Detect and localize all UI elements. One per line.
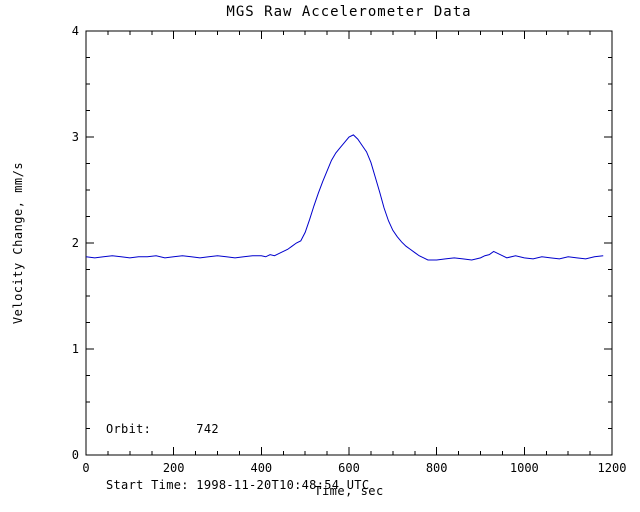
x-tick-label: 800 bbox=[426, 461, 448, 475]
y-tick-label: 4 bbox=[72, 24, 79, 38]
y-tick-label: 2 bbox=[72, 236, 79, 250]
x-tick-label: 1000 bbox=[510, 461, 539, 475]
x-tick-label: 600 bbox=[338, 461, 360, 475]
x-tick-label: 1200 bbox=[598, 461, 627, 475]
chart-title: MGS Raw Accelerometer Data bbox=[226, 4, 472, 20]
y-axis-label: Velocity Change, mm/s bbox=[11, 161, 25, 325]
y-tick-label: 1 bbox=[72, 342, 79, 356]
y-tick-label: 3 bbox=[72, 130, 79, 144]
x-tick-label: 200 bbox=[163, 461, 185, 475]
annotation-block: Orbit: 742 Start Time: 1998-11-20T10:48:… bbox=[106, 383, 369, 512]
annotation-start-time: Start Time: 1998-11-20T10:48:54 UTC bbox=[106, 477, 370, 492]
annotation-orbit: Orbit: 742 bbox=[106, 422, 219, 436]
y-tick-label: 0 bbox=[72, 448, 79, 462]
x-tick-label: 400 bbox=[250, 461, 272, 475]
data-line bbox=[85, 134, 604, 261]
x-tick-label: 0 bbox=[82, 461, 89, 475]
x-axis-label: Time, sec bbox=[314, 484, 384, 498]
